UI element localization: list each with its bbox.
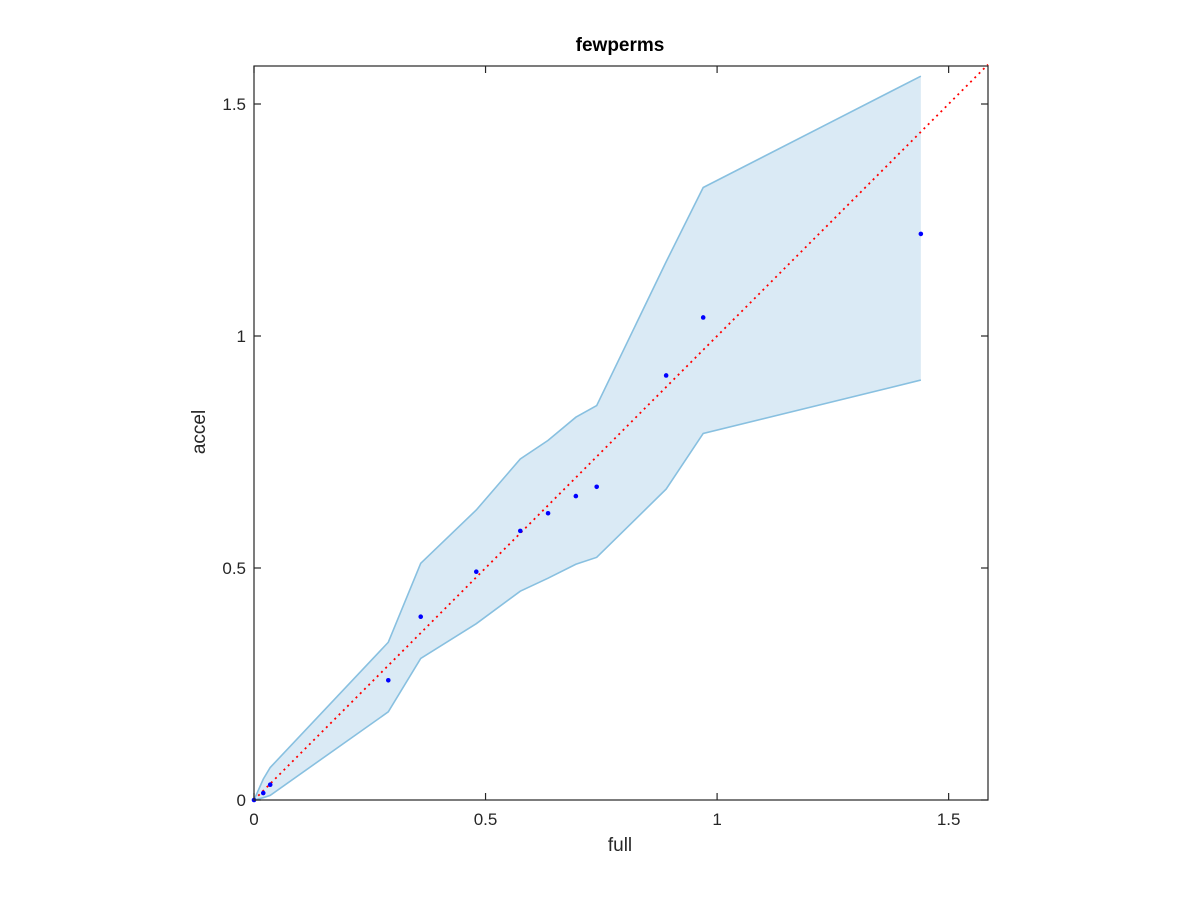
data-point [517, 528, 523, 534]
x-tick-label: 1.5 [937, 810, 961, 829]
y-tick-label: 1.5 [222, 95, 246, 114]
chart-title: fewperms [576, 35, 665, 56]
data-point [545, 510, 551, 516]
y-tick-label: 1 [237, 327, 246, 346]
x-tick-label: 0 [249, 810, 258, 829]
data-point [594, 484, 599, 490]
data-point [918, 231, 924, 237]
x-tick-label: 1 [712, 810, 721, 829]
x-axis-label: full [608, 835, 632, 856]
data-point [663, 373, 669, 378]
data-point [473, 569, 479, 575]
confidence-band [254, 76, 921, 800]
data-point [267, 782, 273, 787]
y-tick-label: 0.5 [222, 559, 246, 578]
plot-area: 0 0.5 1 1.5 0 0.5 1 1.5 [222, 63, 989, 829]
x-tick-label: 0.5 [474, 810, 498, 829]
y-axis-label: accel [189, 410, 210, 454]
axes-box [253, 65, 989, 801]
data-point [573, 493, 579, 499]
data-point [418, 614, 424, 620]
data-point [385, 677, 391, 683]
y-tick-label: 0 [237, 791, 246, 810]
band-upper-edge [253, 75, 922, 801]
reference-line [253, 63, 989, 801]
band-lower-edge [253, 379, 922, 801]
data-point [700, 315, 706, 320]
data-point [260, 790, 266, 796]
